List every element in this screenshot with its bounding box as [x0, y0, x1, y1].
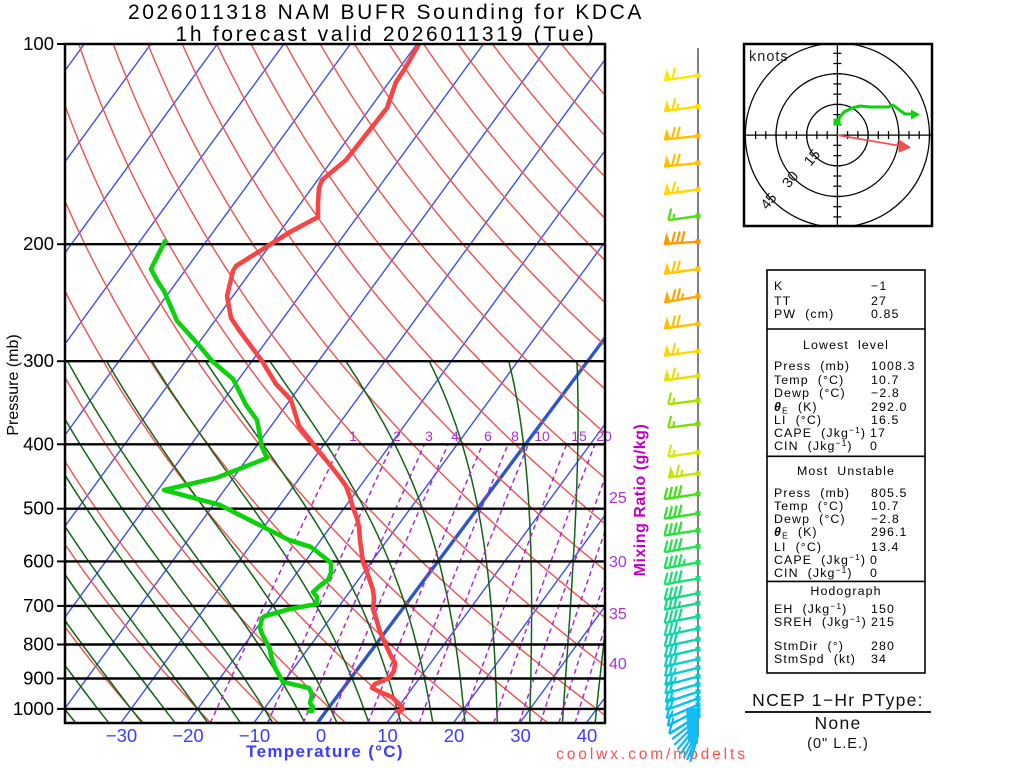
svg-text:TT: TT: [774, 294, 791, 308]
svg-text:30: 30: [609, 554, 627, 571]
svg-text:K: K: [774, 279, 783, 293]
svg-text:30: 30: [780, 169, 803, 192]
svg-text:1: 1: [349, 428, 357, 444]
svg-text:Press (mb): Press (mb): [774, 486, 850, 500]
svg-text:30: 30: [510, 725, 531, 746]
svg-text:16.5: 16.5: [871, 413, 900, 427]
svg-text:Temp (°C): Temp (°C): [774, 373, 844, 387]
svg-text:Press (mb): Press (mb): [774, 359, 850, 373]
svg-text:θE (K): θE (K): [774, 400, 818, 416]
svg-text:900: 900: [23, 668, 54, 689]
svg-text:0.85: 0.85: [871, 307, 900, 321]
svg-text:215: 215: [871, 615, 895, 629]
svg-text:knots: knots: [749, 49, 789, 65]
svg-text:θE (K): θE (K): [774, 525, 818, 541]
svg-text:2026011318 NAM BUFR Sounding f: 2026011318 NAM BUFR Sounding for KDCA: [128, 1, 644, 24]
svg-text:35: 35: [609, 606, 627, 623]
svg-text:800: 800: [23, 634, 54, 655]
svg-text:15: 15: [571, 428, 587, 444]
svg-text:600: 600: [23, 550, 54, 571]
svg-text:1h forecast valid 2026011319 (: 1h forecast valid 2026011319 (Tue): [175, 23, 596, 46]
svg-text:8: 8: [511, 428, 519, 444]
svg-text:Temperature (°C): Temperature (°C): [246, 742, 404, 761]
svg-text:25: 25: [609, 490, 627, 507]
svg-text:13.4: 13.4: [871, 540, 900, 554]
svg-text:2: 2: [393, 428, 401, 444]
svg-text:NCEP 1−Hr PType:: NCEP 1−Hr PType:: [752, 690, 924, 710]
svg-text:40: 40: [577, 725, 598, 746]
svg-text:4: 4: [451, 428, 459, 444]
svg-text:3: 3: [425, 428, 433, 444]
svg-text:700: 700: [23, 595, 54, 616]
svg-text:27: 27: [871, 294, 887, 308]
svg-text:StmSpd (kt): StmSpd (kt): [774, 652, 856, 666]
svg-text:10.7: 10.7: [871, 499, 900, 513]
svg-text:20: 20: [444, 725, 465, 746]
svg-text:LI (°C): LI (°C): [774, 540, 822, 554]
svg-text:EH (Jkg−1): EH (Jkg−1): [774, 601, 847, 616]
svg-text:Dewp (°C): Dewp (°C): [774, 512, 846, 526]
svg-text:292.0: 292.0: [871, 400, 908, 414]
svg-text:10: 10: [377, 725, 398, 746]
svg-text:CIN (Jkg−1): CIN (Jkg−1): [774, 438, 853, 453]
svg-text:100: 100: [23, 33, 54, 54]
svg-text:300: 300: [23, 350, 54, 371]
svg-text:6: 6: [484, 428, 492, 444]
svg-text:CIN (Jkg−1): CIN (Jkg−1): [774, 565, 853, 580]
svg-text:SREH (Jkg−1): SREH (Jkg−1): [774, 614, 867, 629]
svg-text:−20: −20: [172, 725, 203, 746]
svg-text:15: 15: [801, 147, 824, 170]
svg-text:−10: −10: [239, 725, 270, 746]
svg-text:CAPE (Jkg−1): CAPE (Jkg−1): [774, 425, 866, 440]
svg-text:Pressure (mb): Pressure (mb): [5, 334, 22, 435]
svg-text:(0" L.E.): (0" L.E.): [807, 736, 869, 752]
svg-text:CAPE (Jkg−1): CAPE (Jkg−1): [774, 552, 866, 567]
svg-text:0: 0: [870, 553, 878, 567]
svg-text:150: 150: [871, 602, 895, 616]
svg-text:−2.8: −2.8: [871, 512, 900, 526]
svg-text:Dewp (°C): Dewp (°C): [774, 386, 846, 400]
svg-text:400: 400: [23, 433, 54, 454]
svg-text:45: 45: [758, 190, 781, 213]
svg-text:200: 200: [23, 233, 54, 254]
svg-text:Lowest level: Lowest level: [803, 338, 889, 352]
svg-text:LI (°C): LI (°C): [774, 413, 822, 427]
svg-text:0: 0: [316, 725, 326, 746]
svg-text:34: 34: [871, 652, 887, 666]
svg-text:10: 10: [534, 428, 550, 444]
svg-text:Hodograph: Hodograph: [810, 584, 881, 598]
svg-text:280: 280: [871, 639, 895, 653]
svg-text:Most Unstable: Most Unstable: [797, 464, 895, 478]
svg-text:1008.3: 1008.3: [871, 359, 916, 373]
svg-text:PW (cm): PW (cm): [774, 307, 834, 321]
svg-text:coolwx.com/modelts: coolwx.com/modelts: [556, 746, 748, 763]
svg-text:0: 0: [870, 439, 878, 453]
svg-text:Mixing Ratio (g/kg): Mixing Ratio (g/kg): [632, 424, 649, 577]
svg-text:1000: 1000: [13, 698, 54, 719]
svg-text:−1: −1: [871, 279, 887, 293]
svg-text:10.7: 10.7: [871, 373, 900, 387]
svg-text:StmDir (°): StmDir (°): [774, 639, 844, 653]
svg-text:17: 17: [870, 426, 886, 440]
svg-text:805.5: 805.5: [871, 486, 908, 500]
svg-text:500: 500: [23, 498, 54, 519]
svg-text:40: 40: [609, 656, 627, 673]
svg-text:−30: −30: [106, 725, 137, 746]
svg-text:0: 0: [870, 566, 878, 580]
svg-text:−2.8: −2.8: [871, 386, 900, 400]
svg-text:None: None: [814, 713, 861, 733]
svg-text:Temp (°C): Temp (°C): [774, 499, 844, 513]
svg-text:296.1: 296.1: [871, 525, 908, 539]
